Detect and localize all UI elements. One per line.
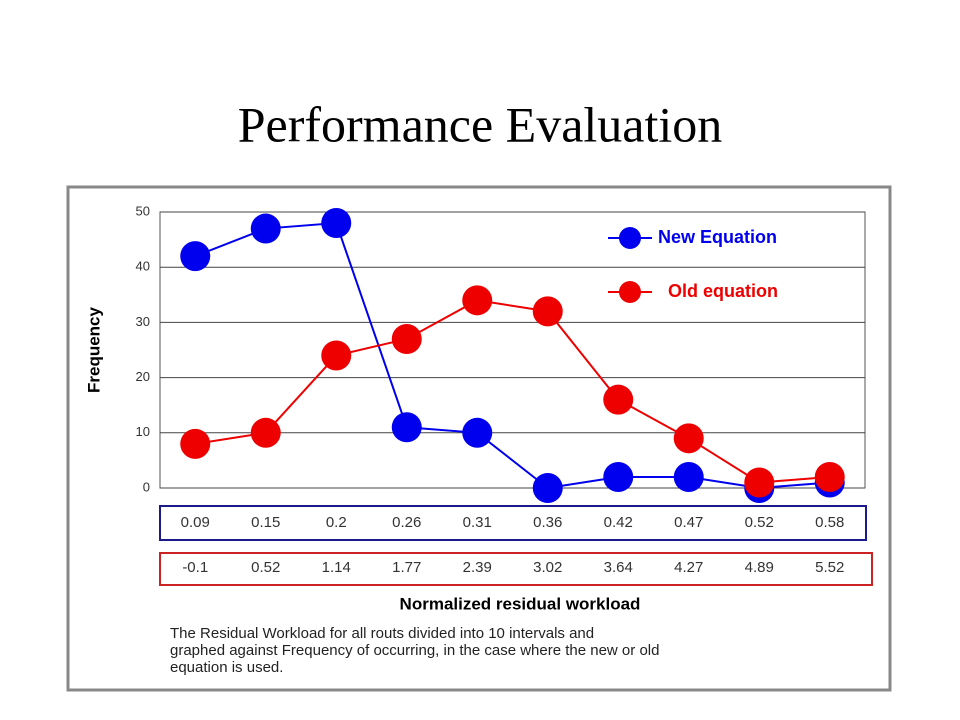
x-tick-label-secondary: 3.02 [533, 559, 562, 576]
x-tick-label: 0.36 [533, 514, 562, 531]
legend-label: New Equation [658, 227, 777, 247]
x-tick-label-secondary: 0.52 [251, 559, 280, 576]
category-box-new [159, 505, 867, 541]
series-line [194, 221, 830, 490]
x-tick-label: 0.52 [745, 514, 774, 531]
x-tick-label: 0.47 [674, 514, 703, 531]
data-point [532, 473, 563, 503]
caption-line: equation is used. [170, 659, 283, 676]
x-tick-label-secondary: -0.1 [182, 559, 208, 576]
data-point [321, 208, 352, 239]
legend-marker [619, 281, 641, 303]
data-point [462, 417, 493, 448]
data-point [673, 423, 704, 454]
data-point [391, 412, 422, 443]
data-point [814, 461, 845, 492]
x-tick-label: 0.58 [815, 514, 844, 531]
data-point [250, 213, 281, 244]
x-tick-label-secondary: 4.89 [745, 559, 774, 576]
x-axis-label: Normalized residual workload [400, 594, 641, 613]
data-point [180, 241, 211, 272]
caption-line: The Residual Workload for all routs divi… [170, 625, 594, 642]
y-tick-label: 50 [136, 203, 150, 218]
x-tick-label: 0.15 [251, 514, 280, 531]
data-point [673, 461, 704, 492]
legend-marker [619, 227, 641, 249]
x-tick-label: 0.09 [181, 514, 210, 531]
x-tick-label: 0.26 [392, 514, 421, 531]
data-point [321, 340, 352, 371]
x-tick-label-secondary: 2.39 [463, 559, 492, 576]
data-point [250, 417, 281, 448]
y-tick-label: 40 [136, 259, 150, 274]
caption-line: graphed against Frequency of occurring, … [170, 642, 659, 659]
data-point [180, 428, 211, 459]
data-point [744, 467, 775, 498]
x-tick-label: 0.42 [604, 514, 633, 531]
category-box-old [159, 552, 873, 586]
y-tick-label: 10 [136, 424, 150, 439]
y-tick-label: 30 [136, 314, 150, 329]
legend-label: Old equation [668, 281, 778, 301]
data-point [603, 384, 634, 415]
x-tick-label-secondary: 1.14 [322, 559, 351, 576]
data-point [532, 296, 563, 327]
y-tick-label: 20 [136, 369, 150, 384]
data-point [391, 323, 422, 354]
data-point [462, 285, 493, 316]
x-tick-label: 0.31 [463, 514, 492, 531]
x-tick-label-secondary: 5.52 [815, 559, 844, 576]
x-tick-label-secondary: 1.77 [392, 559, 421, 576]
x-tick-label-secondary: 3.64 [604, 559, 633, 576]
x-tick-label-secondary: 4.27 [674, 559, 703, 576]
data-point [603, 461, 634, 492]
x-tick-label: 0.2 [326, 514, 347, 531]
y-axis-label: Frequency [84, 306, 103, 393]
y-tick-label: 0 [143, 479, 150, 494]
slide-title: Performance Evaluation [238, 96, 723, 152]
series-line [195, 299, 830, 484]
